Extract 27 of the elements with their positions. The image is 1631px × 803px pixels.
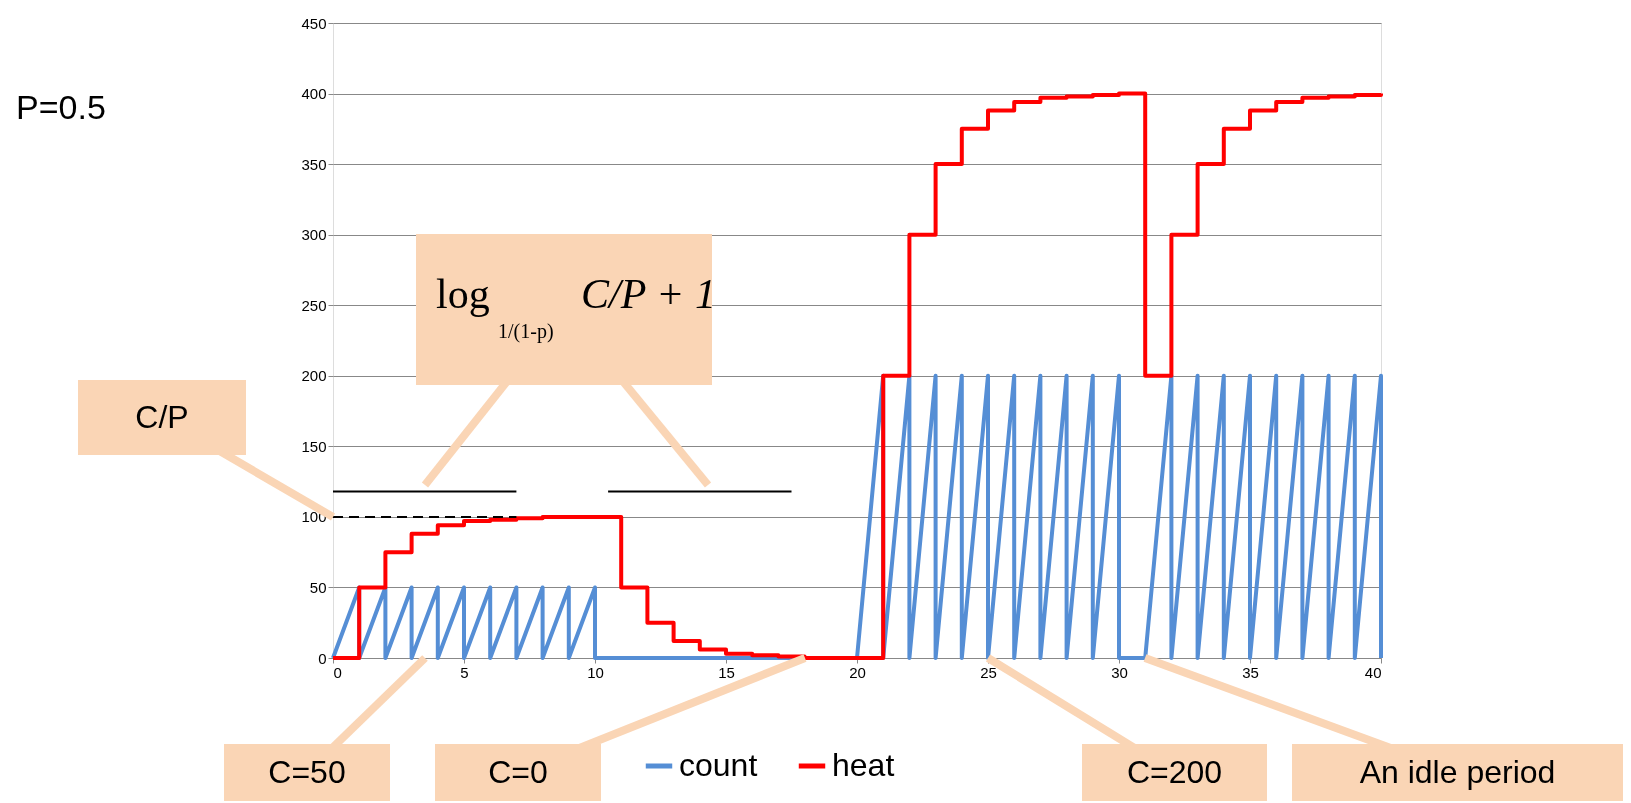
x-tick-label: 25 bbox=[980, 663, 997, 681]
y-tick-label: 400 bbox=[301, 85, 327, 103]
y-tick-label: 350 bbox=[301, 155, 327, 173]
y-tick-label: 200 bbox=[301, 367, 327, 385]
x-tick-label: 15 bbox=[718, 663, 735, 681]
x-tick-label: 5 bbox=[460, 663, 469, 681]
text: log1/(1-p) C/P + 1 bbox=[436, 270, 716, 342]
x-tick-label: 35 bbox=[1242, 663, 1259, 681]
text: C/P bbox=[135, 398, 189, 435]
y-tick-label: 250 bbox=[301, 296, 327, 314]
text: C=200 bbox=[1126, 753, 1223, 790]
text: An idle period bbox=[1359, 753, 1556, 790]
y-tick-label: 0 bbox=[318, 649, 327, 667]
text: C=50 bbox=[268, 753, 346, 790]
x-tick-label: 10 bbox=[587, 663, 604, 681]
legend-label: heat bbox=[832, 747, 895, 783]
y-tick-label: 450 bbox=[301, 14, 327, 32]
text: P=0.5 bbox=[16, 88, 106, 126]
y-tick-label: 150 bbox=[301, 437, 327, 455]
y-tick-label: 300 bbox=[301, 226, 327, 244]
x-tick-label: 0 bbox=[333, 663, 342, 681]
text: C=0 bbox=[488, 753, 548, 790]
x-tick-label: 30 bbox=[1111, 663, 1128, 681]
y-tick-label: 50 bbox=[309, 578, 327, 596]
x-tick-label: 20 bbox=[849, 663, 866, 681]
legend-label: count bbox=[679, 747, 758, 783]
x-tick-label: 40 bbox=[1364, 663, 1382, 681]
